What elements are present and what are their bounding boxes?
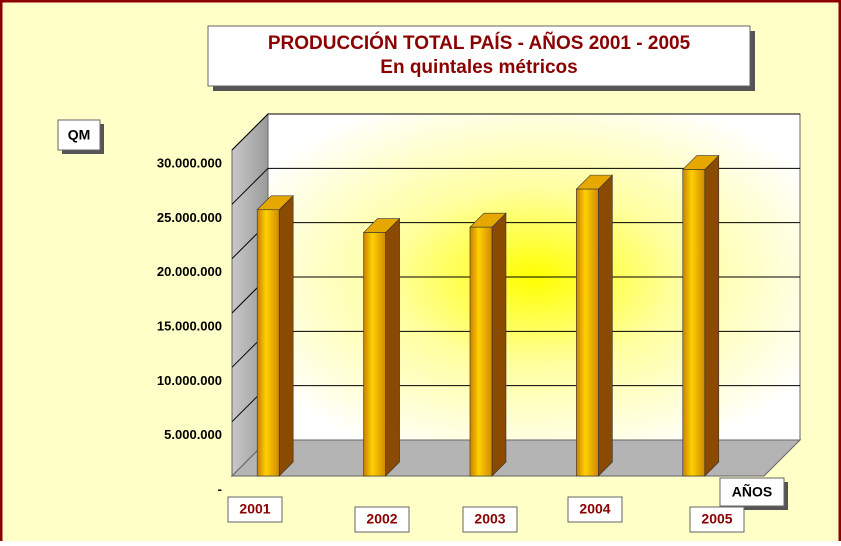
y-label-box — [57, 119, 101, 151]
y-tick-label: 30.000.000 — [157, 155, 222, 170]
x-tick-label: 2005 — [701, 511, 732, 527]
bar-side — [385, 217, 400, 477]
x-tick-label: 2003 — [474, 511, 505, 527]
grid-line — [231, 167, 800, 205]
chart-subtitle: En quintales métricos — [380, 57, 577, 78]
bar — [576, 188, 599, 477]
bar-side — [704, 154, 720, 477]
x-tick-box — [227, 496, 283, 523]
x-axis-label: AÑOS — [732, 483, 772, 500]
y-axis-label: QM — [68, 127, 91, 143]
grid-line — [231, 113, 800, 151]
bar-side — [278, 195, 294, 477]
y-tick-label: 20.000.000 — [157, 264, 222, 279]
x-tick-label: 2001 — [239, 501, 270, 517]
x-tick-box — [462, 506, 518, 533]
x-tick-box — [689, 506, 745, 533]
y-tick-label: - — [218, 481, 222, 496]
chart-title: PRODUCCIÓN TOTAL PAÍS - AÑOS 2001 - 2005 — [268, 32, 691, 54]
y-tick-label: 15.000.000 — [157, 318, 222, 333]
bar-side — [598, 174, 613, 477]
plot: - 5.000.000 10.000.000 15.000.000 20.000.000… — [157, 112, 802, 496]
title-box — [207, 25, 751, 87]
bar — [469, 226, 493, 477]
y-tick-label: 25.000.000 — [157, 210, 222, 225]
bar — [256, 209, 280, 477]
y-tick-label: 10.000.000 — [157, 373, 222, 388]
x-tick-box — [567, 496, 623, 523]
bar-side — [491, 212, 507, 477]
bar — [363, 232, 386, 477]
x-tick-box — [354, 506, 410, 533]
x-label-box — [719, 477, 785, 507]
y-tick-label: 5.000.000 — [164, 427, 222, 442]
x-tick-label: 2002 — [366, 511, 397, 527]
bar — [682, 169, 706, 477]
x-tick-label: 2004 — [579, 501, 610, 517]
